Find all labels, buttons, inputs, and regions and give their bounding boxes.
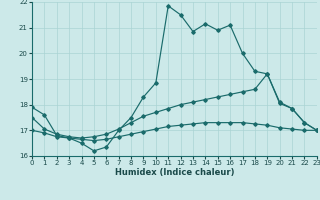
X-axis label: Humidex (Indice chaleur): Humidex (Indice chaleur) [115,168,234,177]
